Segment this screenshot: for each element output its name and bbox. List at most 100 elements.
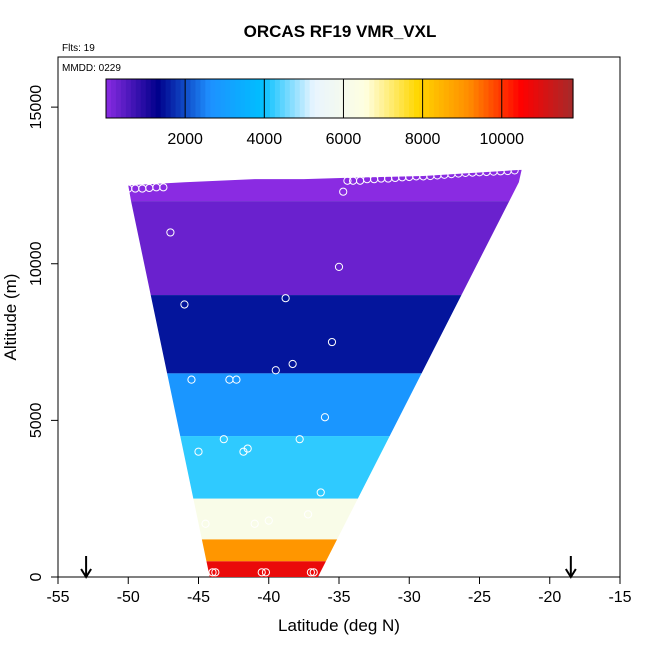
measurement-point [303,510,313,519]
colorbar-swatch [125,79,132,118]
colorbar-swatch [443,79,450,118]
colorbar-swatch [493,79,500,118]
colorbar-swatch [448,79,455,118]
colorbar-swatch [309,79,316,118]
date-note: MMDD: 0229 [62,63,121,74]
field-band [128,373,522,437]
colorbar-swatch [205,79,211,118]
measurement-point [194,447,203,456]
colorbar-swatch [185,79,192,118]
colorbar-swatch [279,79,286,118]
colorbar-swatch [568,79,574,118]
measurement-point [243,444,252,453]
colorbar-swatch [106,79,112,118]
field-band [128,295,522,374]
colorbar: 2000 4000 6000 8000 10000 [105,78,574,148]
x-tick-label: -20 [538,589,561,606]
measurement-point [295,435,304,444]
colorbar-swatch [418,79,425,118]
colorbar-swatch [359,79,365,118]
measurement-point [327,337,337,347]
colorbar-swatch [453,79,460,118]
y-tick-label: 15000 [28,85,45,130]
measurement-point [219,435,228,444]
x-axis: -55 -50 -45 -40 -35 -30 -25 -20 -15 [46,577,632,606]
colorbar-swatch [438,79,445,118]
y-tick-label: 5000 [28,402,45,438]
colorbar-swatch [558,79,564,118]
colorbar-swatch [478,79,485,118]
colorbar-swatch [503,79,510,118]
measurement-point [232,375,241,384]
colorbar-swatch [473,79,480,118]
x-tick-label: -40 [257,589,280,606]
arrow-head [80,568,92,579]
colorbar-swatch [364,79,370,118]
colorbar-swatch [210,79,216,118]
colorbar-swatch [433,79,440,118]
colorbar-swatch [414,79,420,118]
colorbar-swatch [533,79,539,118]
colorbar-swatch [518,79,524,118]
colorbar-swatch [463,79,470,118]
arrow-head [564,568,577,579]
colorbar-swatch [294,79,301,118]
colorbar-swatch [553,79,559,118]
colorbar-tick-label: 2000 [167,131,203,148]
colorbar-swatch [225,79,231,118]
measurement-point [281,294,290,303]
measurement-point [257,568,266,577]
colorbar-swatch [120,79,127,118]
colorbar-tick-label: 6000 [326,131,362,148]
colorbar-swatch [145,79,152,118]
measurement-point [510,166,519,175]
colorbar-swatch [250,79,256,118]
measurement-point [309,568,318,577]
field-band [128,201,522,296]
colorbar-swatch [269,79,276,118]
arrows [80,556,577,579]
measurement-point [334,262,344,271]
measurement-point [271,366,280,375]
x-tick-label: -30 [398,589,421,606]
colorbar-swatch [284,79,291,118]
x-tick-label: -50 [117,589,140,606]
measurement-point [159,183,168,192]
colorbar-swatch [428,79,435,118]
measurement-points [124,166,519,577]
measurement-point [187,375,196,384]
colorbar-swatch [255,79,261,118]
measurement-point [208,568,217,577]
colorbar-swatch [150,79,157,118]
colorbar-swatch [160,79,167,118]
colorbar-swatch [289,79,296,118]
field-band [128,561,522,577]
down-arrow-icon [80,556,92,579]
colorbar-swatch [180,79,187,118]
colorbar-swatch [563,79,569,118]
x-tick-label: -15 [608,589,631,606]
colorbar-swatch [399,79,405,118]
colorbar-swatch [538,79,544,118]
colorbar-swatch [334,79,341,118]
measurement-point [264,516,273,525]
colorbar-swatch [468,79,475,118]
vmr-field [128,169,522,577]
measurement-point [339,187,348,196]
colorbar-swatch [379,79,385,118]
flight-note: Flts: 19 [62,43,95,54]
colorbar-swatch [458,79,465,118]
colorbar-swatch [245,79,251,118]
field-bands [128,169,522,577]
colorbar-swatch [488,79,495,118]
colorbar-swatch [299,79,306,118]
y-tick-label: 0 [28,572,45,581]
colorbar-swatch [235,79,241,118]
colorbar-swatch [220,79,226,118]
measurement-point [261,568,271,577]
colorbar-swatch [314,79,321,118]
colorbar-swatch [523,79,529,118]
colorbar-swatch [513,79,519,118]
measurement-point [180,300,189,309]
